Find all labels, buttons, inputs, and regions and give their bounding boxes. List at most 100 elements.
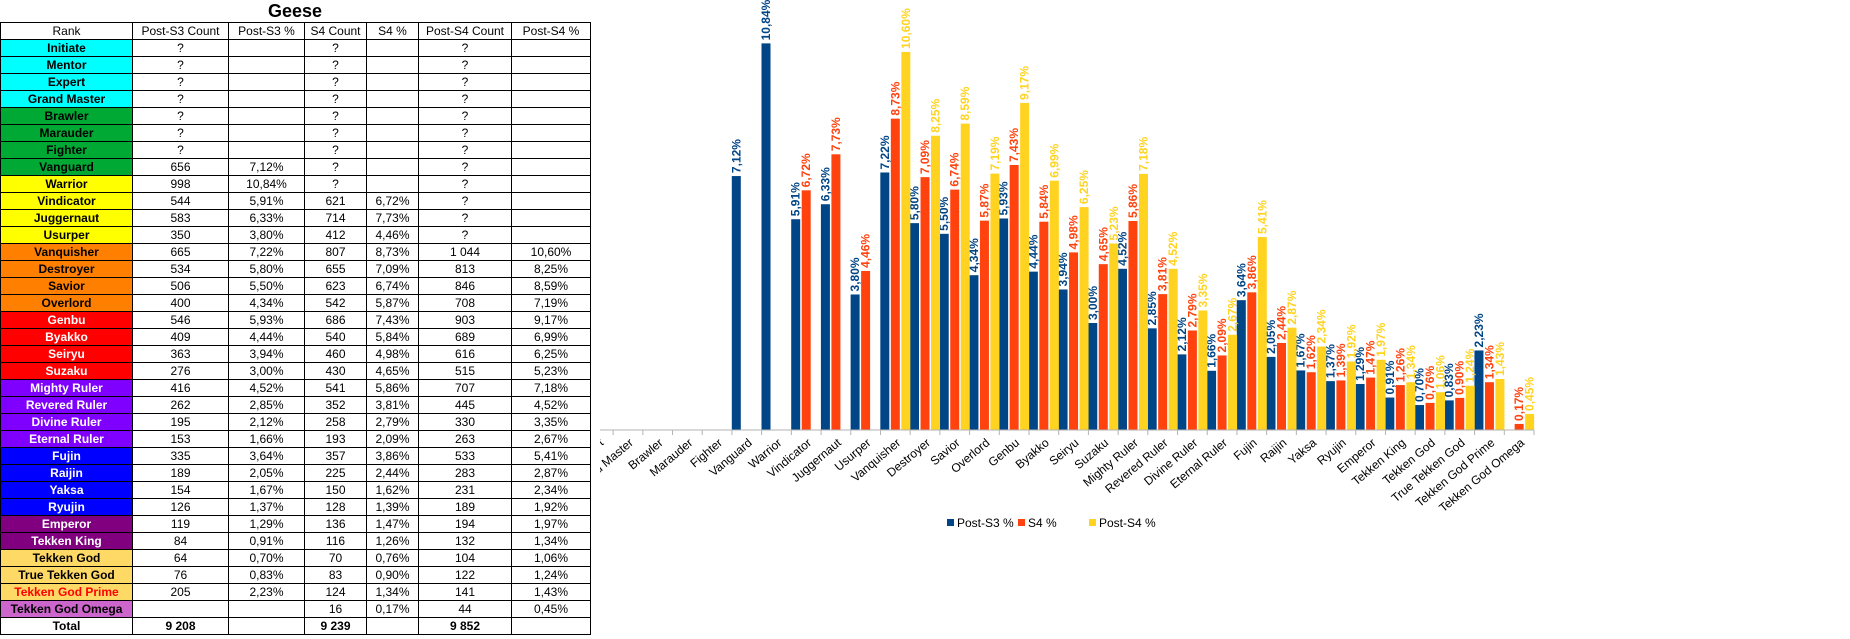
rank-name-cell: Savior	[0, 277, 133, 295]
post-s3-percent-cell: 2,23%	[228, 583, 305, 601]
s4-percent-cell: 0,17%	[366, 600, 419, 618]
header-s4-count: S4 Count	[304, 22, 367, 40]
table-row: Juggernaut 583 6,33% 714 7,73%?	[0, 209, 591, 227]
bar	[1128, 220, 1138, 430]
s4-count-cell: 70	[304, 549, 367, 567]
s4-percent-cell: 0,90%	[366, 566, 419, 584]
bar	[1168, 268, 1178, 430]
post-s4-count-cell: 445	[418, 396, 512, 414]
data-label: 1,26%	[1393, 348, 1407, 382]
post-s3-count-cell: 363	[132, 345, 229, 363]
post-s4-percent-cell	[511, 158, 591, 176]
post-s3-percent-cell: 5,50%	[228, 277, 305, 295]
post-s3-count-cell: 544	[132, 192, 229, 210]
post-s3-count-cell: 546	[132, 311, 229, 329]
post-s3-percent-cell: 7,12%	[228, 158, 305, 176]
bar	[731, 176, 741, 430]
post-s4-count-cell: 689	[418, 328, 512, 346]
post-s4-count-cell: ?	[418, 90, 512, 108]
legend-label: Post-S4 %	[1099, 516, 1156, 530]
post-s4-count-cell: ?	[418, 107, 512, 125]
post-s4-percent-cell: 6,99%	[511, 328, 591, 346]
post-s4-percent-cell: 1,24%	[511, 566, 591, 584]
post-s3-count-cell: ?	[132, 141, 229, 159]
data-label: 10,60%	[899, 8, 913, 49]
data-label: 3,81%	[1156, 257, 1170, 291]
chart-legend: Post-S3 % S4 % Post-S4 %	[947, 516, 1156, 530]
s4-count-cell: 430	[304, 362, 367, 380]
data-label: 3,35%	[1196, 273, 1210, 307]
s4-percent-cell	[366, 56, 419, 74]
post-s4-count-cell: 708	[418, 294, 512, 312]
s4-count-cell: ?	[304, 73, 367, 91]
total-post-s3-count-cell: 9 208	[132, 617, 229, 635]
bar	[1236, 300, 1246, 430]
bar	[910, 223, 920, 430]
data-label: 5,80%	[908, 186, 922, 220]
s4-percent-cell: 3,86%	[366, 447, 419, 465]
post-s4-percent-cell	[511, 175, 591, 193]
rank-name-cell: Grand Master	[0, 90, 133, 108]
post-s3-percent-cell	[228, 107, 305, 125]
s4-percent-cell	[366, 158, 419, 176]
bar	[1069, 252, 1079, 430]
s4-percent-cell	[366, 141, 419, 159]
table-row: Mighty Ruler 416 4,52% 541 5,86% 707 7,18%	[0, 379, 591, 397]
rank-name-cell: Eternal Ruler	[0, 430, 133, 448]
post-s4-percent-cell	[511, 73, 591, 91]
table-row: Overlord 400 4,34% 542 5,87% 708 7,19%	[0, 294, 591, 312]
s4-count-cell: 686	[304, 311, 367, 329]
s4-percent-cell	[366, 90, 419, 108]
data-label: 8,59%	[958, 86, 972, 120]
s4-count-cell: 412	[304, 226, 367, 244]
data-label: 1,29%	[1353, 347, 1367, 381]
table-row: Vanquisher 665 7,22% 807 8,73% 1 044 10,60%	[0, 243, 591, 261]
table-row: Genbu 546 5,93% 686 7,43% 903 9,17%	[0, 311, 591, 329]
s4-count-cell: 150	[304, 481, 367, 499]
data-label: 1,34%	[1482, 345, 1496, 379]
rank-table: Rank Post-S3 Count Post-S3 % S4 Count S4…	[0, 22, 591, 635]
data-label: 5,91%	[789, 182, 803, 216]
s4-percent-cell	[366, 124, 419, 142]
post-s4-count-cell: ?	[418, 158, 512, 176]
legend-swatch	[1018, 519, 1025, 526]
data-label: 1,67%	[1294, 333, 1308, 367]
data-label: 0,76%	[1423, 366, 1437, 400]
table-row: Revered Ruler 262 2,85% 352 3,81% 445 4,52%	[0, 396, 591, 414]
bar	[979, 220, 989, 430]
bar	[1207, 370, 1217, 430]
post-s4-count-cell: 283	[418, 464, 512, 482]
data-label: 4,44%	[1026, 234, 1040, 268]
rank-name-cell: Raijin	[0, 464, 133, 482]
bar	[1406, 382, 1416, 430]
s4-percent-cell: 4,46%	[366, 226, 419, 244]
post-s3-percent-cell: 5,80%	[228, 260, 305, 278]
bar	[1306, 372, 1316, 430]
data-label: 3,86%	[1245, 255, 1259, 289]
s4-percent-cell	[366, 39, 419, 57]
rank-name-cell: Tekken God	[0, 549, 133, 567]
post-s3-percent-cell: 5,91%	[228, 192, 305, 210]
post-s4-percent-cell	[511, 141, 591, 159]
bar	[901, 51, 911, 430]
table-row: Expert???	[0, 73, 591, 91]
s4-percent-cell: 1,47%	[366, 515, 419, 533]
post-s3-count-cell: 665	[132, 243, 229, 261]
post-s4-count-cell: 132	[418, 532, 512, 550]
data-label: 3,80%	[848, 257, 862, 291]
s4-count-cell: 714	[304, 209, 367, 227]
rank-name-cell: Ryujin	[0, 498, 133, 516]
data-label: 5,50%	[937, 196, 951, 230]
data-label: 7,18%	[1136, 137, 1150, 171]
bar	[801, 190, 811, 430]
post-s3-count-cell	[132, 600, 229, 618]
s4-count-cell: 83	[304, 566, 367, 584]
s4-percent-cell	[366, 107, 419, 125]
post-s3-count-cell: 656	[132, 158, 229, 176]
post-s3-count-cell: 350	[132, 226, 229, 244]
post-s4-count-cell: ?	[418, 124, 512, 142]
bar	[1257, 237, 1267, 430]
header-post-s4-percent: Post-S4 %	[511, 22, 591, 40]
data-label: 2,87%	[1285, 290, 1299, 324]
bar	[1058, 289, 1068, 430]
